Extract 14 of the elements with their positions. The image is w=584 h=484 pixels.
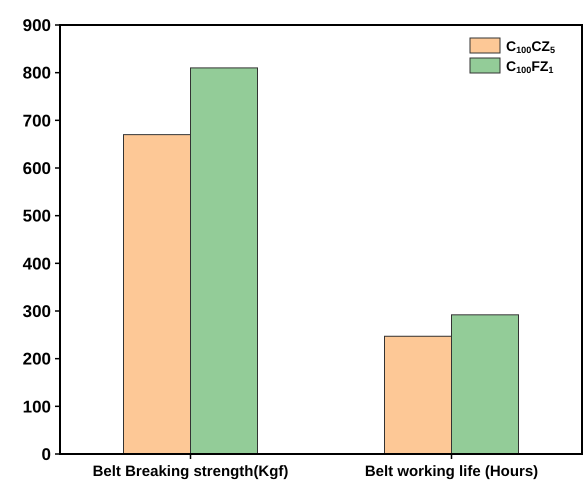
legend-label: C$_{100}$CZ$_{5}$ (506, 38, 556, 56)
y-tick-label: 900 (22, 16, 51, 35)
y-tick-label: 700 (22, 111, 51, 130)
x-tick-label: Belt working life (Hours) (364, 463, 538, 480)
y-tick-label: 0 (42, 444, 51, 464)
y-tick-label: 300 (22, 302, 51, 321)
x-tick-label: Belt Breaking strength(Kgf) (92, 463, 288, 480)
legend-label: C$_{100}$FZ$_{1}$ (506, 58, 554, 76)
y-tick-label: 100 (22, 397, 51, 416)
y-tick-label: 800 (22, 64, 51, 83)
y-tick-label: 600 (22, 158, 51, 178)
y-tick-label: 400 (22, 254, 51, 274)
y-tick-label: 200 (22, 350, 51, 369)
y-tick-label: 500 (22, 206, 51, 226)
